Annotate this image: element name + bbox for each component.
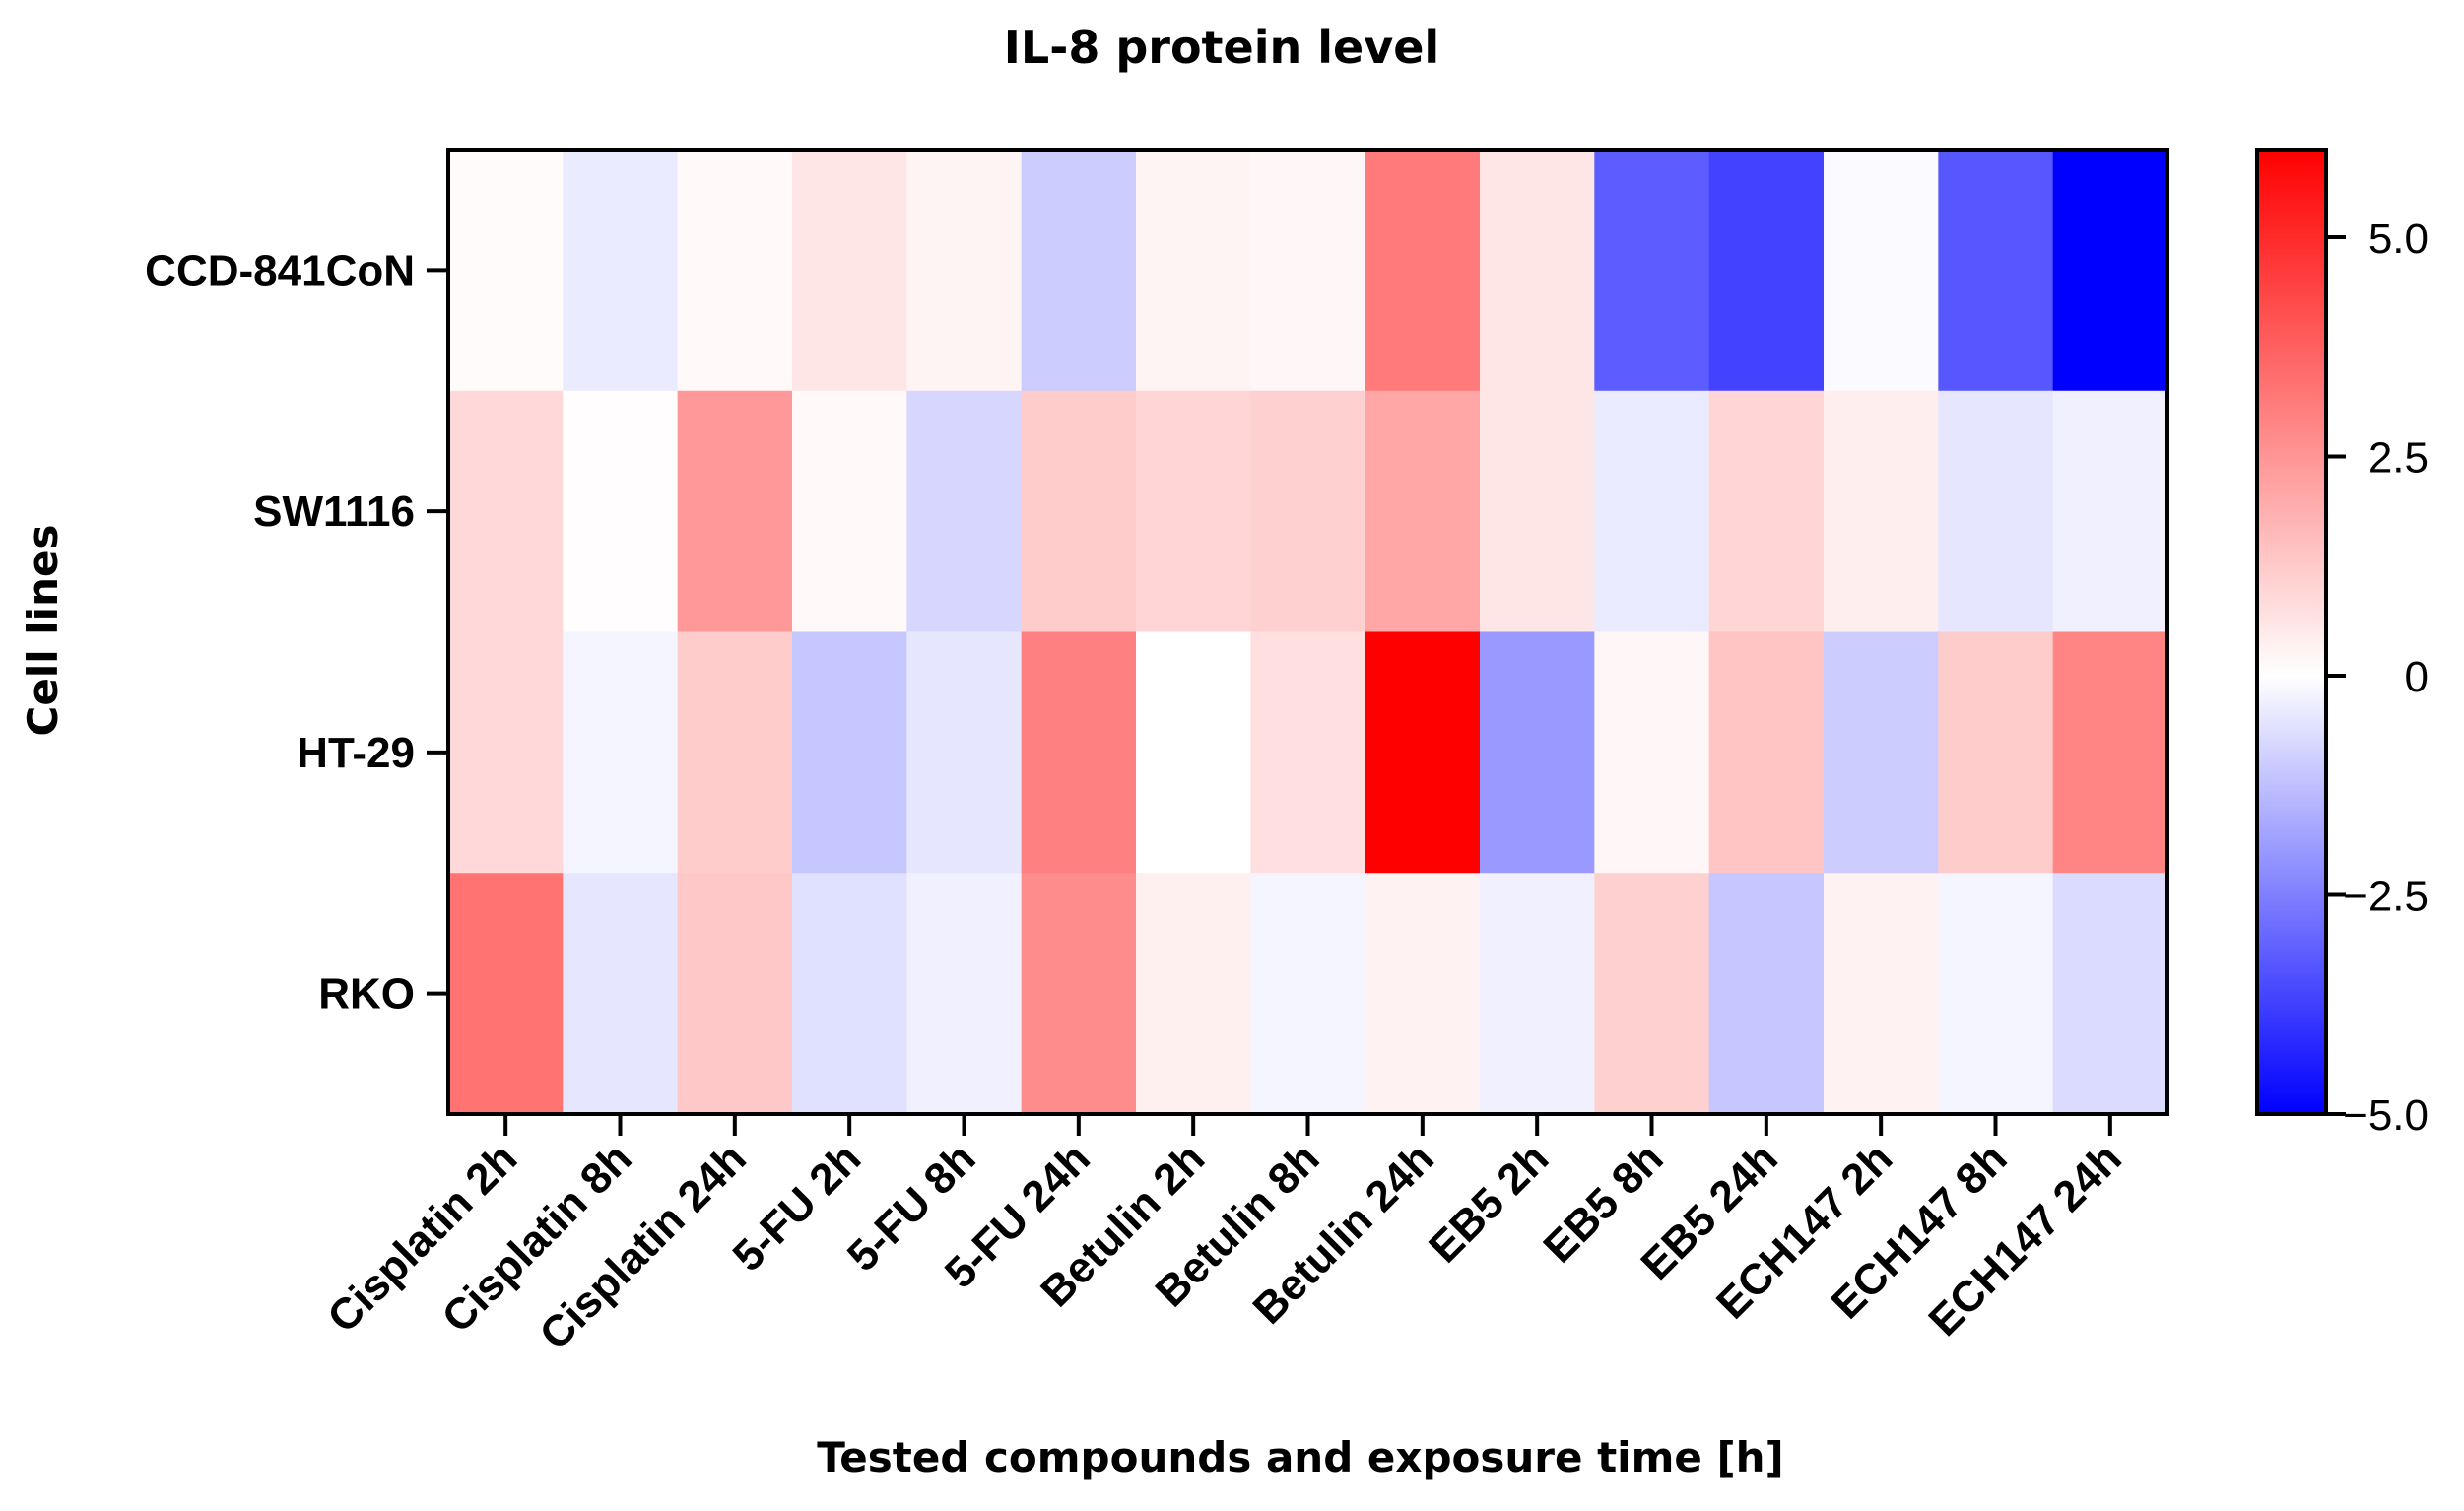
heatmap-cell: [2052, 873, 2168, 1115]
heatmap-cell: [1480, 631, 1595, 874]
heatmap-cell: [1594, 150, 1710, 392]
y-axis-title: Cell lines: [19, 525, 67, 737]
heatmap-cell: [1824, 873, 1939, 1115]
heatmap-cell: [906, 150, 1023, 392]
heatmap-cell: [2052, 150, 2168, 392]
heatmap-cell: [1021, 631, 1137, 874]
heatmap-cell: [563, 390, 679, 633]
heatmap-cell: [906, 631, 1023, 874]
heatmap-cell: [1594, 390, 1710, 633]
heatmap-cell: [1938, 390, 2054, 633]
heatmap-cell: [1594, 873, 1710, 1115]
heatmap-cell: [448, 390, 564, 633]
heatmap-cell: [1938, 631, 2054, 874]
colorbar-tick-label: 2.5: [2368, 434, 2429, 483]
heatmap-cells: [448, 150, 2168, 1115]
heatmap-cell: [1480, 150, 1595, 392]
heatmap-cell: [677, 390, 793, 633]
heatmap-cell: [792, 873, 907, 1115]
heatmap-cell: [792, 150, 907, 392]
heatmap-cell: [906, 390, 1023, 633]
heatmap-cell: [1250, 390, 1366, 633]
y-tick-label: HT-29: [297, 729, 415, 777]
colorbar-tick-label: −5.0: [2343, 1091, 2429, 1140]
heatmap-cell: [677, 873, 793, 1115]
heatmap-cell: [1365, 631, 1481, 874]
heatmap-cell: [1480, 873, 1595, 1115]
heatmap-cell: [1250, 631, 1366, 874]
heatmap-cell: [2052, 390, 2168, 633]
heatmap-cell: [792, 390, 907, 633]
x-axis-title: Tested compounds and exposure time [h]: [817, 1433, 1784, 1481]
heatmap-cell: [1708, 631, 1825, 874]
heatmap-cell: [1250, 873, 1366, 1115]
colorbar: 5.0 2.5 0 −2.5 −5.0: [2255, 148, 2429, 1140]
x-tick-label: Cisplatin 24h: [531, 1134, 756, 1358]
heatmap-cell: [1250, 150, 1366, 392]
heatmap-cell: [1365, 873, 1481, 1115]
heatmap-cell: [1708, 873, 1825, 1115]
colorbar-gradient: [2257, 150, 2326, 1114]
colorbar-tick-label: 0: [2405, 653, 2429, 701]
heatmap-cell: [563, 631, 679, 874]
chart-title: IL-8 protein level: [1004, 21, 1439, 74]
heatmap-cell: [1136, 631, 1251, 874]
heatmap-cell: [1021, 390, 1137, 633]
x-tick-label: EB5 2h: [1420, 1134, 1558, 1272]
heatmap-cell: [792, 631, 907, 874]
y-tick-label: RKO: [318, 970, 415, 1018]
colorbar-frame: [2255, 148, 2328, 1116]
heatmap-cell: [1365, 390, 1481, 633]
heatmap-cell: [1594, 631, 1710, 874]
heatmap-cell: [2052, 631, 2168, 874]
heatmap-cell: [448, 631, 564, 874]
heatmap-cell: [1824, 150, 1939, 392]
heatmap-cell: [1136, 150, 1251, 392]
heatmap-cell: [1021, 873, 1137, 1115]
heatmap-cell: [1021, 150, 1137, 392]
heatmap-cell: [1824, 390, 1939, 633]
colorbar-tick-label: 5.0: [2368, 215, 2429, 263]
heatmap-cell: [677, 150, 793, 392]
heatmap-cell: [1708, 150, 1825, 392]
heatmap-cell: [1938, 150, 2054, 392]
heatmap-cell: [677, 631, 793, 874]
heatmap-cell: [1136, 873, 1251, 1115]
heatmap-cell: [563, 873, 679, 1115]
heatmap-cell: [1480, 390, 1595, 633]
y-tick-label: CCD-841CoN: [145, 246, 415, 295]
heatmap-cell: [1365, 150, 1481, 392]
heatmap-cell: [448, 873, 564, 1115]
y-tick-label: SW1116: [253, 488, 415, 536]
heatmap-cell: [448, 150, 564, 392]
heatmap-cell: [906, 873, 1023, 1115]
heatmap-cell: [563, 150, 679, 392]
heatmap-cell: [1824, 631, 1939, 874]
heatmap-cell: [1938, 873, 2054, 1115]
colorbar-tick-label: −2.5: [2343, 873, 2429, 921]
heatmap-cell: [1708, 390, 1825, 633]
x-tick-label: 5-FU 2h: [724, 1134, 871, 1281]
heatmap-cell: [1136, 390, 1251, 633]
